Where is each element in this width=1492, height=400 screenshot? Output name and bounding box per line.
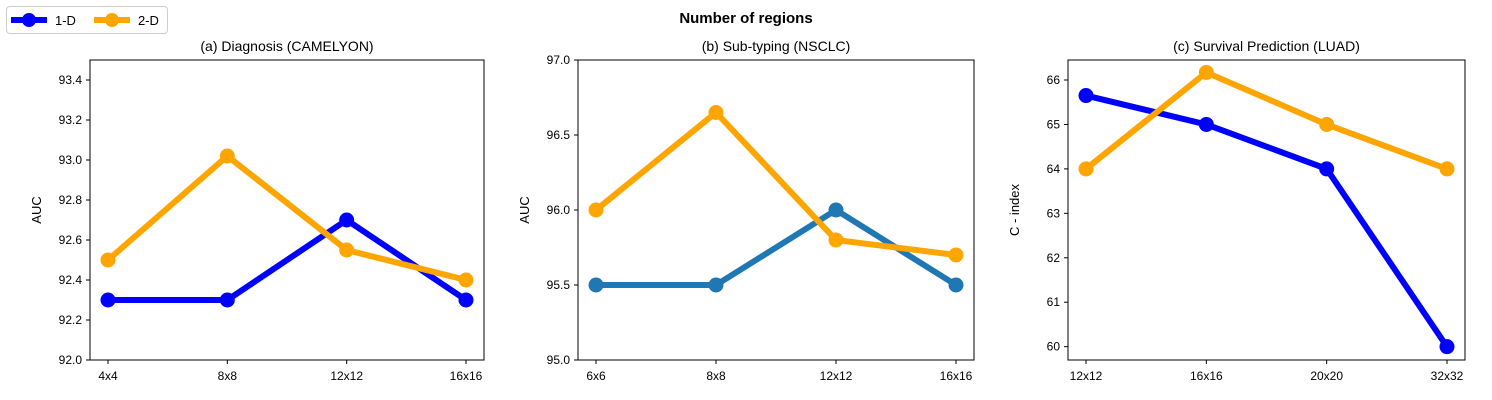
data-point [458,272,474,288]
chart-title: (a) Diagnosis (CAMELYON) [200,38,373,54]
chart-title: (b) Sub-typing (NSCLC) [702,38,851,54]
data-point [100,292,116,308]
legend-label-2d: 2-D [137,12,159,28]
y-tick-label: 92.6 [59,233,83,247]
axes-frame [1067,59,1466,361]
y-tick-label: 97.0 [547,53,571,67]
y-tick-label: 95.0 [547,353,571,367]
data-point [339,242,355,258]
data-point [100,252,116,268]
legend-swatch-1d [11,13,47,27]
chart-3: (c) Survival Prediction (LUAD) C - index 6… [1007,38,1466,383]
data-point [1319,116,1335,132]
x-tick-label: 32x32 [1431,369,1464,383]
data-point [1198,116,1214,132]
x-tick-label: 8x8 [218,369,238,383]
data-point [1198,64,1214,80]
chart-title: (c) Survival Prediction (LUAD) [1173,38,1360,54]
data-point [828,232,844,248]
x-tick-label: 12x12 [1070,369,1103,383]
data-point [1439,161,1455,177]
y-tick-label: 62 [1047,251,1061,265]
x-tick-label: 20x20 [1310,369,1343,383]
y-tick-label: 96.5 [547,128,571,142]
data-point [219,292,235,308]
x-tick-label: 12x12 [330,369,363,383]
data-point [588,277,604,293]
x-tick-label: 16x16 [1190,369,1223,383]
data-point [1439,339,1455,355]
x-tick-label: 16x16 [450,369,483,383]
data-point [828,202,844,218]
y-tick-label: 66 [1047,73,1061,87]
data-point [948,247,964,263]
data-point [588,202,604,218]
data-point [339,212,355,228]
x-tick-label: 4x4 [98,369,118,383]
y-tick-label: 92.0 [59,353,83,367]
y-tick-label: 93.4 [59,73,83,87]
y-tick-label: 60 [1047,340,1061,354]
figure-suptitle: Number of regions [679,10,813,27]
y-tick-label: 96.0 [547,203,571,217]
y-tick-label: 92.8 [59,193,83,207]
legend-item-1d: 1-D [11,12,76,28]
data-point [708,277,724,293]
data-point [1319,161,1335,177]
series-2-d-2 [1078,64,1455,177]
y-tick-label: 95.5 [547,278,571,292]
y-axis-label: AUC [29,196,44,223]
x-tick-label: 8x8 [706,369,726,383]
y-tick-label: 65 [1047,117,1061,131]
chart-1: (a) Diagnosis (CAMELYON) AUC 92.0 92.2 92.4 9… [29,38,485,383]
x-tick-label: 12x12 [820,369,853,383]
y-tick-label: 93.0 [59,153,83,167]
series-line [1084,68,1449,172]
data-point [219,148,235,164]
legend-swatch-2d [93,13,130,27]
data-point [458,292,474,308]
series-line [108,216,468,303]
series-2-d-2 [100,148,474,288]
series-1-d-1 [100,212,474,308]
y-tick-label: 92.2 [59,313,83,327]
series-line [594,108,957,258]
chart-2: (b) Sub-typing (NSCLC) AUC 95.0 95.5 96.0 96.… [517,38,975,383]
y-axis-label: C - index [1007,183,1022,236]
series-line [1085,92,1450,349]
data-point [1078,88,1094,104]
y-tick-label: 93.2 [59,113,83,127]
series-line [106,152,467,283]
x-tick-label: 16x16 [940,369,973,383]
y-tick-label: 61 [1047,295,1061,309]
data-point [1078,161,1094,177]
y-tick-label: 92.4 [59,273,83,287]
series-2-d-2 [588,105,964,263]
data-point [948,277,964,293]
y-tick-label: 64 [1047,162,1061,176]
x-tick-label: 6x6 [586,369,606,383]
legend-label-1d: 1-D [55,12,76,28]
data-point [708,105,724,120]
y-tick-label: 63 [1047,206,1061,220]
legend-item-2d: 2-D [93,12,159,28]
series-1-d-1 [1078,88,1455,355]
legend: 1-D 2-D [6,6,168,34]
axes-frame [89,59,485,361]
y-axis-label: AUC [517,196,532,223]
axes-frame [577,59,975,361]
